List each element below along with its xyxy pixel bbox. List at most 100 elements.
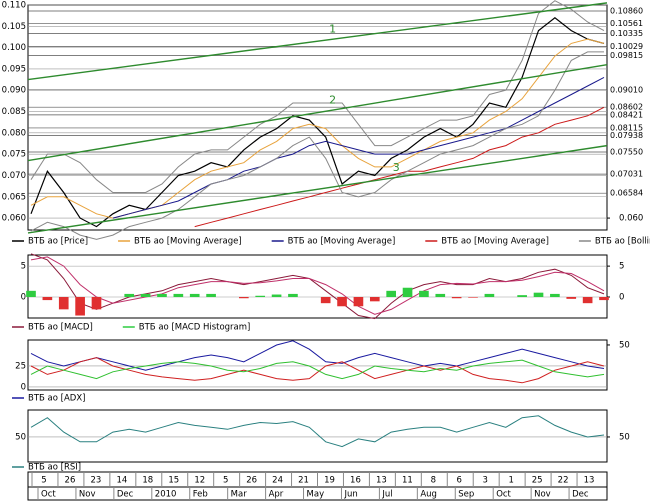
level-label: 0.08115: [610, 123, 643, 132]
histogram-bar: [435, 293, 446, 297]
level-label: 0.08602: [610, 103, 643, 112]
histogram-bar: [173, 293, 184, 297]
histogram-bar: [320, 297, 331, 304]
level-label: 0.09010: [610, 85, 643, 94]
y-tick-label: 0: [21, 382, 26, 392]
level-label: 0.10029: [610, 42, 643, 51]
day-label: 23: [90, 476, 101, 486]
series-line: [30, 415, 605, 448]
level-label: 0.10561: [610, 19, 643, 28]
y-tick-label: 5: [21, 262, 26, 272]
day-label: 3: [483, 476, 488, 486]
trend-line: [27, 144, 608, 234]
histogram-bar: [402, 287, 413, 297]
band-line: [30, 51, 604, 240]
day-label: 15: [168, 476, 179, 486]
day-label: 21: [298, 476, 309, 486]
histogram-bar: [288, 293, 298, 297]
y2-tick-label: 50: [619, 340, 630, 350]
level-label: 0.08421: [610, 110, 643, 119]
month-label: Oct: [496, 490, 511, 500]
histogram-bar: [206, 293, 216, 297]
series-line: [30, 256, 605, 315]
histogram-bar: [369, 297, 380, 302]
histogram-bar: [353, 297, 364, 307]
histogram-bar: [582, 297, 593, 304]
day-label: 5: [223, 476, 228, 486]
y-tick-label: 0.110: [2, 1, 26, 11]
day-label: 19: [324, 476, 335, 486]
panel-frame: [27, 339, 608, 391]
series-line: [30, 0, 605, 193]
legend-label: ВТБ ао [Moving Average]: [134, 237, 242, 247]
y2-tick-label: 50: [619, 432, 630, 442]
day-label: 18: [142, 476, 153, 486]
histogram-bar: [599, 297, 609, 301]
legend-label: ВТБ ао [MACD]: [28, 323, 93, 333]
trend-label: 2: [329, 94, 336, 107]
histogram-bar: [468, 297, 478, 298]
histogram-bar: [451, 297, 462, 299]
trend-label: 3: [393, 161, 400, 174]
legend-label: ВТБ ао [RSI]: [28, 463, 81, 473]
level-label: 0.07938: [610, 131, 643, 140]
trend-line: [27, 63, 608, 162]
day-label: 1: [508, 476, 513, 486]
y-tick-label: 0.080: [2, 128, 26, 138]
month-label: Sep: [458, 490, 474, 500]
y-tick-label: 0.105: [2, 22, 26, 32]
histogram-bar: [533, 292, 544, 297]
day-label: 14: [116, 476, 127, 486]
histogram-bar: [140, 293, 151, 297]
day-label: 13: [376, 476, 387, 486]
histogram-bar: [58, 297, 69, 310]
day-label: 8: [431, 476, 436, 486]
series-line: [194, 106, 605, 228]
histogram-bar: [124, 293, 135, 297]
legend-label: ВТБ ао [Price]: [28, 237, 88, 247]
legend-label: ВТБ ао [Bollinger Bands]: [595, 237, 650, 247]
day-label: 25: [532, 476, 543, 486]
y-tick-label: 0: [21, 293, 26, 303]
histogram-bar: [255, 295, 266, 297]
trend-line: [27, 2, 608, 81]
histogram-bar: [75, 297, 85, 316]
day-label: 11: [402, 476, 413, 486]
histogram-bar: [239, 297, 249, 299]
day-label: 13: [584, 476, 595, 486]
month-label: Apr: [269, 490, 284, 500]
day-label: 22: [558, 476, 569, 486]
month-label: Nov: [79, 490, 96, 500]
legend-label: ВТБ ао [ADX]: [28, 394, 85, 404]
histogram-bar: [26, 290, 36, 297]
histogram-bar: [337, 297, 347, 307]
y2-tick-label: 5: [619, 262, 624, 272]
series-line: [30, 359, 605, 380]
y-tick-label: 0.070: [2, 171, 26, 181]
day-label: 26: [246, 476, 257, 486]
day-label: 6: [457, 476, 462, 486]
y-tick-label: 0.065: [2, 192, 26, 202]
y-tick-label: 0.060: [2, 214, 26, 224]
y-tick-label: 25: [15, 361, 26, 371]
histogram-bar: [386, 290, 396, 297]
y-tick-label: 0.090: [2, 86, 26, 96]
histogram-bar: [42, 297, 53, 301]
month-label: 2010: [155, 490, 177, 500]
day-label: 16: [350, 476, 361, 486]
y-tick-label: 50: [15, 432, 26, 442]
legend-label: ВТБ ао [MACD Histogram]: [139, 323, 251, 333]
y-tick-label: 0.100: [2, 43, 26, 53]
histogram-bar: [271, 294, 282, 297]
day-label: 5: [41, 476, 46, 486]
month-label: Dec: [572, 490, 589, 500]
series-line: [30, 17, 605, 228]
level-label: 0.10335: [610, 29, 643, 38]
day-label: 24: [272, 476, 283, 486]
month-label: Nov: [534, 490, 551, 500]
y-tick-label: 0.085: [2, 107, 26, 117]
day-label: 26: [65, 476, 76, 486]
panel-frame: [27, 409, 608, 463]
y-tick-label: 0.075: [2, 150, 26, 160]
